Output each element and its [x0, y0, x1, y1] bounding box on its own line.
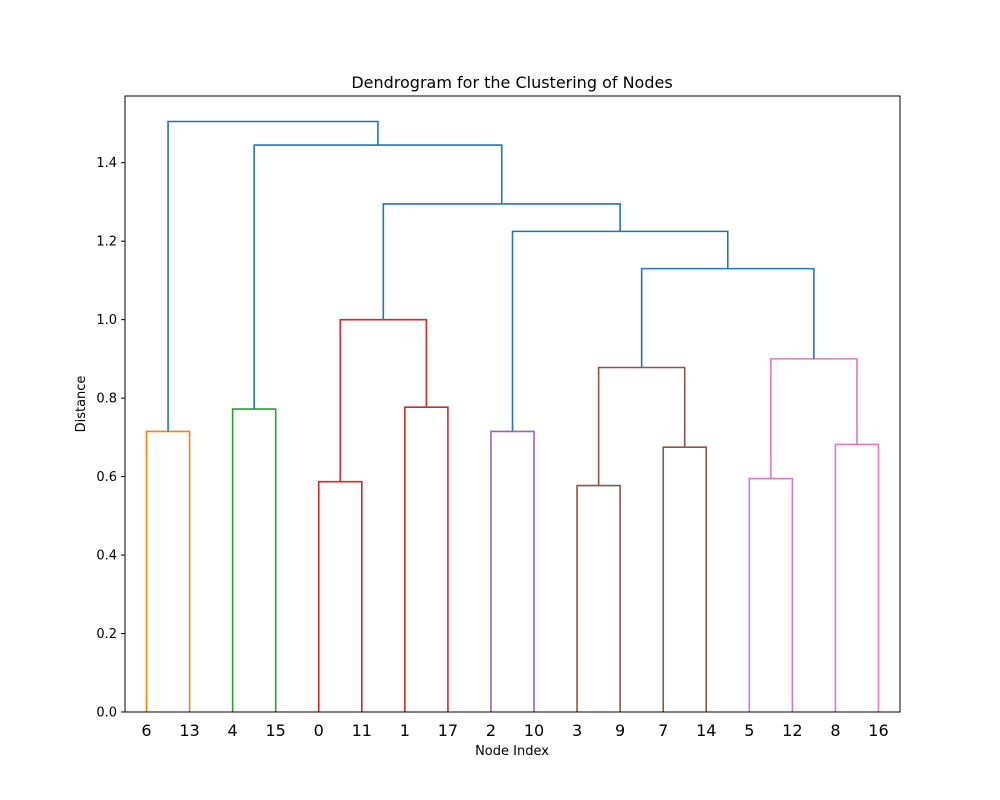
dendrogram-link-0: [145, 430, 191, 712]
dendrogram-link-7: [662, 446, 708, 712]
leaf-label: 15: [266, 721, 286, 740]
leaf-label: 6: [141, 721, 151, 740]
dendrogram-link-8: [597, 366, 686, 486]
dendrogram-link-3: [404, 406, 449, 712]
y-axis-ticks: 0.0 0.2 0.4 0.6 0.8 1.0 1.2 1.4: [96, 156, 125, 721]
x-axis-label: Node Index: [475, 744, 549, 759]
leaf-label: 5: [744, 721, 754, 740]
leaf-label: 7: [658, 721, 668, 740]
leaf-label: 10: [524, 721, 544, 740]
dendrogram-link-9: [748, 477, 794, 712]
leaf-label: 2: [486, 721, 496, 740]
leaf-label: 8: [830, 721, 840, 740]
y-tick-label: 1.0: [96, 313, 117, 328]
leaf-label: 17: [438, 721, 458, 740]
dendrogram-links: [145, 120, 880, 712]
leaf-label: 14: [696, 721, 716, 740]
y-axis-label: Distance: [74, 376, 89, 433]
dendrogram-link-15: [253, 144, 503, 410]
x-axis-ticks: 6 13 4 15 0 11 1 17 2 10 3 9 7 14 5 12 8 16: [141, 721, 888, 740]
dendrogram-link-1: [231, 408, 277, 712]
dendrogram-link-13: [511, 230, 729, 432]
leaf-label: 11: [352, 721, 372, 740]
dendrogram-link-11: [770, 358, 858, 479]
y-tick-label: 0.0: [96, 706, 117, 721]
leaf-label: 12: [782, 721, 802, 740]
dendrogram-link-14: [382, 203, 621, 320]
leaf-label: 9: [615, 721, 625, 740]
leaf-label: 3: [572, 721, 582, 740]
leaf-label: 16: [868, 721, 888, 740]
dendrogram-link-2: [317, 480, 363, 712]
dendrogram-link-16: [167, 120, 379, 432]
y-tick-label: 0.2: [96, 627, 117, 642]
y-tick-label: 0.4: [96, 549, 117, 564]
y-tick-label: 1.2: [96, 235, 117, 250]
dendrogram-link-12: [640, 267, 815, 368]
chart-title: Dendrogram for the Clustering of Nodes: [351, 73, 672, 92]
y-tick-label: 1.4: [96, 156, 117, 171]
leaf-label: 13: [179, 721, 199, 740]
dendrogram-link-10: [834, 443, 880, 712]
dendrogram-link-6: [576, 484, 621, 712]
dendrogram-link-5: [490, 430, 535, 712]
y-tick-label: 0.6: [96, 470, 117, 485]
leaf-label: 0: [314, 721, 324, 740]
leaf-label: 4: [228, 721, 238, 740]
dendrogram-link-4: [339, 318, 428, 482]
y-tick-label: 0.8: [96, 392, 117, 407]
leaf-label: 1: [400, 721, 410, 740]
plot-frame: [124, 95, 901, 713]
